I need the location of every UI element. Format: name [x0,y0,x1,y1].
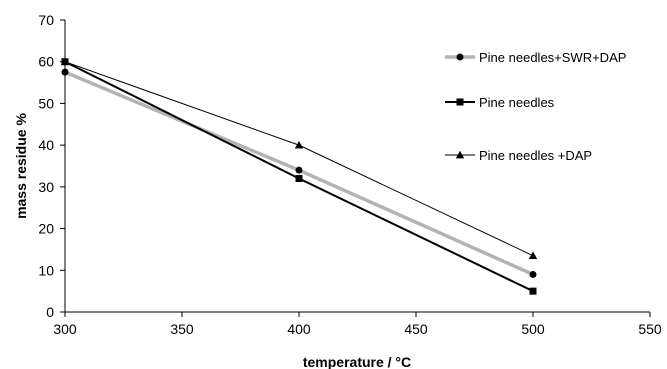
legend-entry: Pine needles +DAP [445,148,592,163]
legend-label: Pine needles +DAP [479,148,592,163]
y-tick-label: 60 [38,54,54,70]
legend-marker [456,98,464,106]
x-tick-label: 550 [638,321,662,337]
series-circle [61,68,537,278]
legend-entry: Pine needles [445,95,555,110]
x-tick-label: 450 [404,321,428,337]
data-point [529,270,537,278]
ticks: 0 10 20 30 40 50 60 70 300 350 400 450 500 550 [38,12,661,337]
data-point [60,57,70,66]
x-tick-label: 350 [170,321,194,337]
series-line [64,61,534,257]
legend-marker [455,150,465,159]
x-tick-label: 400 [287,321,311,337]
legend-entry: Pine needles+SWR+DAP [445,50,626,65]
legend-label: Pine needles [479,95,555,110]
y-tick-label: 20 [38,221,54,237]
series-square [61,58,537,295]
data-point [61,68,69,76]
legend-label: Pine needles+SWR+DAP [479,50,626,65]
y-axis-title: mass residue % [13,113,29,219]
y-tick-label: 50 [38,95,54,111]
legend: Pine needles+SWR+DAP Pine needles Pine nee… [445,50,626,163]
series-layer [60,57,538,295]
y-tick-label: 40 [38,137,54,153]
data-point [295,175,303,183]
y-tick-label: 30 [38,179,54,195]
x-tick-label: 300 [53,321,77,337]
y-tick-label: 10 [38,262,54,278]
legend-marker [456,53,464,61]
series-triangle [60,57,538,260]
y-tick-label: 70 [38,12,54,28]
x-axis-title: temperature / °C [303,354,411,369]
data-point [295,166,303,174]
data-point [529,287,537,295]
y-tick-label: 0 [46,304,54,320]
data-point [528,251,538,260]
data-point [294,140,304,149]
x-tick-label: 500 [521,321,545,337]
